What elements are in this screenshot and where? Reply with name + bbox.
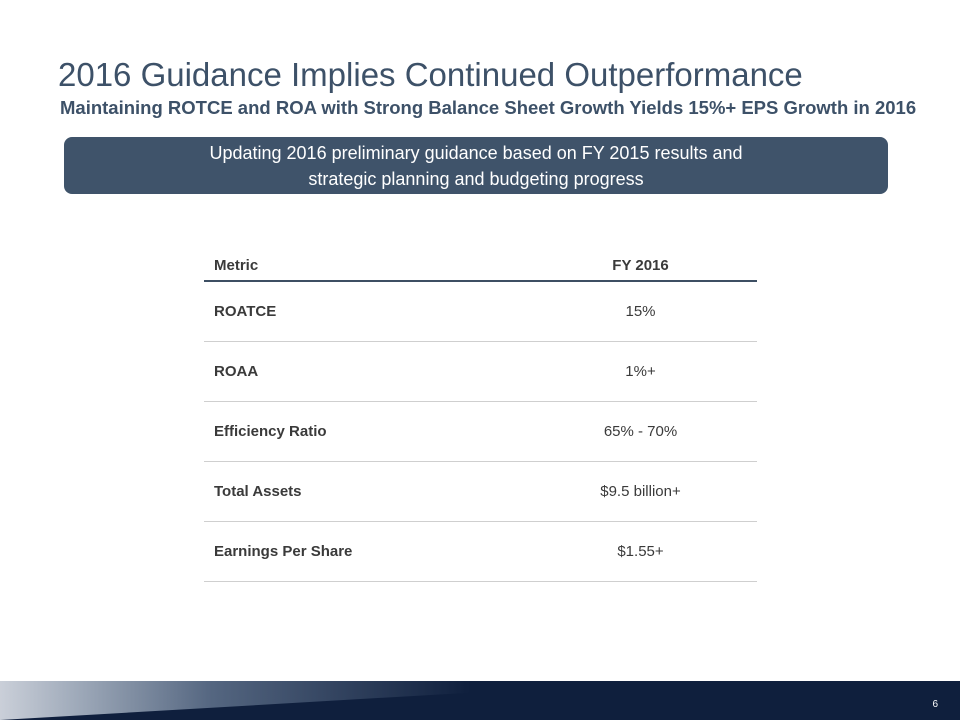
page-number: 6	[932, 699, 938, 710]
table-row: ROATCE 15%	[204, 281, 757, 342]
metric-value: $9.5 billion+	[524, 461, 757, 522]
metric-value: 15%	[524, 281, 757, 342]
banner-line-2: strategic planning and budgeting progres…	[308, 168, 644, 189]
table-row: Efficiency Ratio 65% - 70%	[204, 401, 757, 462]
table-row: ROAA 1%+	[204, 341, 757, 402]
table-row: Total Assets $9.5 billion+	[204, 461, 757, 522]
banner-line-1: Updating 2016 preliminary guidance based…	[209, 142, 743, 163]
metric-value: 1%+	[524, 341, 757, 402]
metric-name: ROAA	[204, 341, 524, 402]
header-fy2016: FY 2016	[524, 250, 757, 282]
guidance-banner: Updating 2016 preliminary guidance based…	[64, 137, 888, 194]
slide-title: 2016 Guidance Implies Continued Outperfo…	[58, 56, 803, 93]
table-header-row: Metric FY 2016	[204, 250, 757, 282]
table-row: Earnings Per Share $1.55+	[204, 521, 757, 582]
metric-name: Efficiency Ratio	[204, 401, 524, 462]
metric-value: 65% - 70%	[524, 401, 757, 462]
metric-name: ROATCE	[204, 281, 524, 342]
metric-value: $1.55+	[524, 521, 757, 582]
metric-name: Total Assets	[204, 461, 524, 522]
metric-name: Earnings Per Share	[204, 521, 524, 582]
guidance-table: Metric FY 2016 ROATCE 15% ROAA 1%+ Effic…	[204, 250, 757, 582]
slide-subtitle: Maintaining ROTCE and ROA with Strong Ba…	[60, 97, 917, 118]
header-metric: Metric	[204, 250, 524, 282]
